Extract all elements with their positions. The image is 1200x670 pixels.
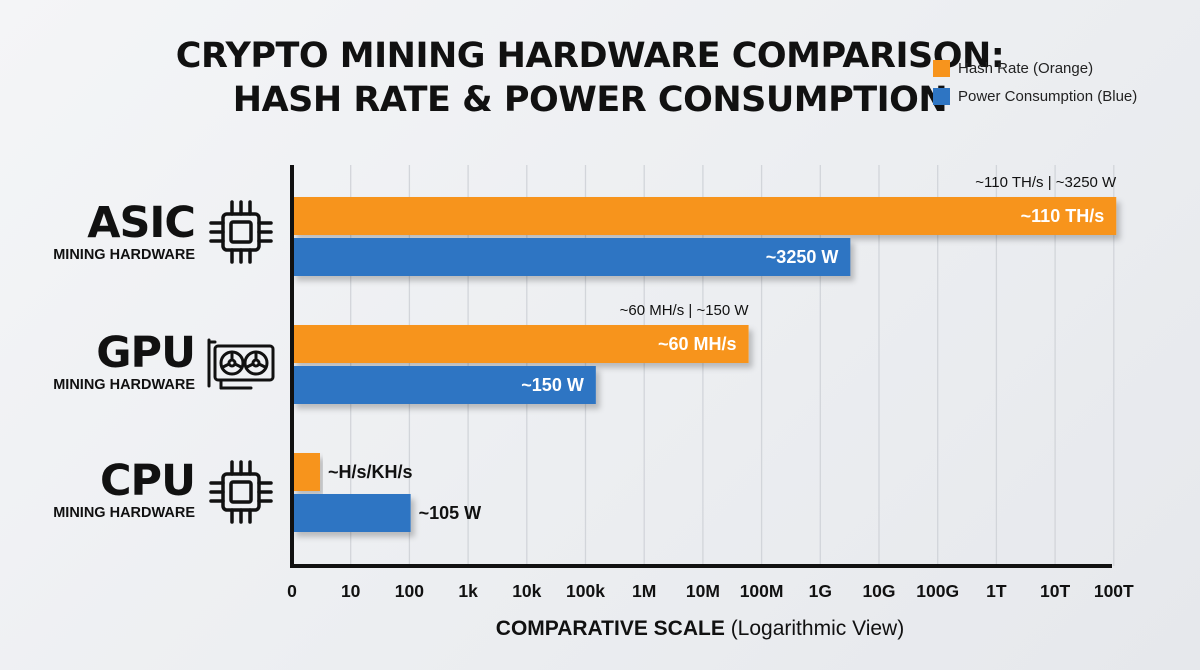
annotation-label: ~60 MH/s | ~150 W: [620, 302, 750, 319]
row-sub-gpu: MINING HARDWARE: [53, 377, 195, 393]
x-axis-title-rest: (Logarithmic View): [730, 617, 905, 640]
row-label-asic: ASIC MINING HARDWARE: [20, 198, 196, 264]
bar-value-label: ~110 TH/s: [1021, 206, 1105, 226]
x-axis-title: COMPARATIVE SCALE (Logarithmic View): [290, 617, 1110, 641]
bar-value-label: ~H/s/KH/s: [328, 462, 413, 482]
x-tick-label: 10T: [1040, 581, 1070, 601]
x-tick-label: 10M: [686, 581, 720, 601]
legend-label-hash-rate: Hash Rate (Orange): [958, 59, 1094, 77]
axes: 0 10 100 1k 10k 100k 1M 10M 100M 1G 10G 100G 1T 10T 10…: [287, 165, 1134, 601]
row-label-cpu: CPU MINING HARDWARE: [20, 456, 196, 522]
x-tick-label: 10G: [862, 581, 895, 601]
x-tick-label: 0: [287, 581, 297, 601]
row-name-asic: ASIC: [87, 198, 196, 248]
x-tick-label: 10k: [512, 581, 541, 601]
bar-power-asic: [292, 238, 851, 276]
x-tick-label: 1k: [458, 581, 478, 601]
bar-value-label: ~60 MH/s: [658, 334, 737, 354]
annotation-label: ~110 TH/s | ~3250 W: [975, 174, 1117, 191]
legend-swatch-blue: [933, 87, 950, 105]
legend-item-power: Power Consumption (Blue): [933, 82, 1137, 110]
legend-swatch-orange: [933, 59, 950, 77]
x-tick-label: 100G: [916, 581, 959, 601]
row-sub-asic: MINING HARDWARE: [53, 247, 195, 263]
legend: Hash Rate (Orange) Power Consumption (Bl…: [933, 54, 1137, 110]
bar-hash-rate-gpu: [292, 325, 749, 363]
chip-icon: [209, 200, 273, 264]
chip-icon: [209, 460, 273, 524]
bar-value-label: ~3250 W: [766, 247, 839, 267]
x-tick-label: 10: [341, 581, 361, 601]
bars: ~110 TH/s ~3250 W ~60 MH/s ~150 W ~H/s/KH/s ~…: [292, 197, 1117, 532]
x-tick-label: 1M: [632, 581, 656, 601]
x-tick-label: 1G: [809, 581, 832, 601]
legend-label-power: Power Consumption (Blue): [958, 87, 1138, 105]
chart-title-line-1: CRYPTO MINING HARDWARE COMPARISON:: [175, 36, 1005, 76]
bar-hash-rate-cpu: [292, 453, 321, 491]
row-sub-cpu: MINING HARDWARE: [53, 505, 195, 521]
legend-item-hash-rate: Hash Rate (Orange): [933, 54, 1137, 82]
chart-title-line-2: HASH RATE & POWER CONSUMPTION: [232, 80, 948, 120]
bar-power-cpu: [292, 494, 411, 532]
bar-value-label: ~150 W: [521, 375, 584, 395]
row-name-cpu: CPU: [100, 456, 196, 506]
x-tick-label: 100T: [1094, 581, 1134, 601]
x-tick-label: 100M: [740, 581, 784, 601]
bar-power-gpu: [292, 366, 596, 404]
x-tick-label: 1T: [986, 581, 1007, 601]
x-axis-title-bold: COMPARATIVE SCALE: [495, 617, 725, 640]
graphics-card-icon: [207, 338, 275, 390]
bar-hash-rate-asic: [292, 197, 1117, 235]
row-label-gpu: GPU MINING HARDWARE: [20, 328, 196, 394]
row-name-gpu: GPU: [96, 328, 196, 378]
x-tick-label: 100k: [566, 581, 605, 601]
bar-value-label: ~105 W: [419, 503, 482, 523]
x-tick-label: 100: [395, 581, 424, 601]
